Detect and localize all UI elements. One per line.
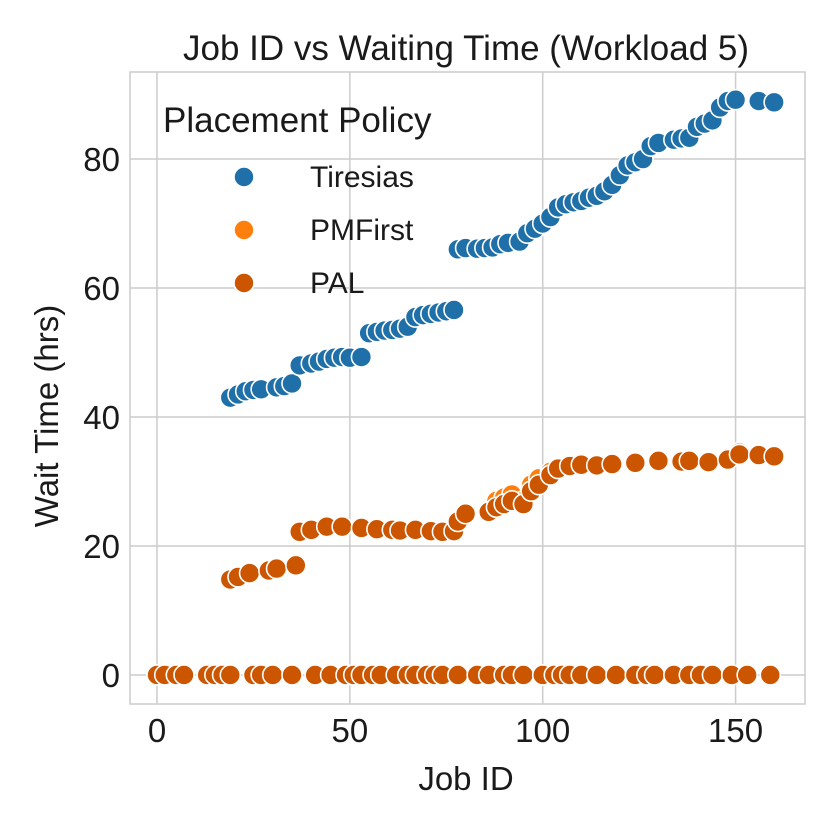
data-point: [512, 664, 535, 686]
y-tick-label: 0: [102, 657, 120, 694]
data-point: [447, 664, 469, 686]
data-point: [285, 554, 307, 577]
data-point: [678, 450, 701, 472]
y-tick-label: 40: [83, 399, 120, 436]
series-pal: [146, 443, 785, 686]
legend-marker: [233, 272, 255, 294]
data-point: [219, 664, 242, 686]
data-point: [701, 664, 724, 686]
x-tick-label: 150: [708, 712, 763, 749]
x-axis-label: Job ID: [418, 760, 513, 797]
y-axis-label: Wait Time (hrs): [28, 305, 65, 527]
x-tick-label: 50: [331, 712, 368, 749]
data-point: [281, 664, 303, 686]
data-point: [601, 453, 623, 475]
data-point: [443, 299, 465, 321]
plot-frame: [129, 71, 806, 705]
data-point: [173, 664, 195, 686]
legend: Placement Policy Tiresias PMFirst PAL: [163, 101, 432, 300]
legend-title: Placement Policy: [163, 101, 432, 140]
data-point: [763, 91, 785, 114]
data-point: [585, 664, 608, 686]
y-tick-label: 60: [83, 270, 120, 307]
series-tiresias: [219, 88, 785, 409]
chart-title: Job ID vs Waiting Time (Workload 5): [183, 29, 749, 68]
data-point: [759, 664, 782, 686]
data-point: [647, 450, 670, 472]
data-point: [728, 443, 751, 466]
data-point: [643, 664, 666, 686]
x-tick-label: 100: [515, 712, 570, 749]
data-point: [736, 664, 758, 686]
data-point: [605, 664, 627, 686]
data-point: [331, 515, 353, 538]
y-tick-label: 20: [83, 528, 120, 565]
data-point: [763, 445, 785, 468]
data-point: [454, 502, 477, 525]
data-point: [350, 346, 373, 368]
data-point: [265, 557, 288, 580]
data-point: [261, 664, 284, 686]
series-pmfirst: [146, 441, 785, 686]
data-point: [697, 451, 720, 473]
legend-entry-label: PAL: [310, 267, 364, 300]
legend-entry-label: Tiresias: [310, 161, 414, 194]
x-tick-label: 0: [148, 712, 166, 749]
legend-entry-label: PMFirst: [310, 214, 414, 247]
y-tick-label: 80: [83, 141, 120, 178]
legend-marker: [233, 166, 255, 188]
data-points: [146, 88, 785, 686]
data-point: [238, 562, 261, 584]
data-point: [281, 372, 303, 395]
data-point: [624, 452, 647, 474]
legend-marker: [233, 219, 255, 241]
axis-ticks: 0 50 100 150 0 20 40 60 80: [83, 141, 763, 749]
data-point: [724, 88, 747, 111]
